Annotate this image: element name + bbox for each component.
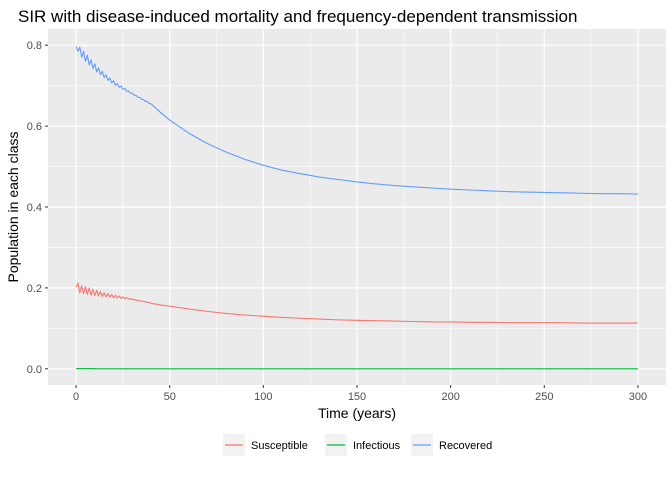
y-tick-label: 0.2 bbox=[27, 283, 42, 295]
series-line-recovered bbox=[75, 46, 638, 195]
x-tick-label: 100 bbox=[254, 391, 272, 403]
y-tick-label: 0.4 bbox=[27, 202, 42, 214]
legend-item-susceptible: Susceptible bbox=[223, 434, 308, 456]
legend-item-infectious: Infectious bbox=[325, 434, 401, 456]
x-axis-title: Time (years) bbox=[318, 405, 396, 421]
x-tick-label: 150 bbox=[348, 391, 366, 403]
series-lines bbox=[75, 46, 638, 370]
x-tick-label: 300 bbox=[629, 391, 647, 403]
x-tick-label: 0 bbox=[73, 391, 79, 403]
y-tick-label: 0.8 bbox=[27, 40, 42, 52]
y-axis-title: Population in each class bbox=[5, 132, 21, 283]
x-tick-label: 200 bbox=[441, 391, 459, 403]
series-line-susceptible bbox=[75, 282, 638, 324]
legend-item-recovered: Recovered bbox=[411, 434, 492, 456]
legend: Susceptible Infectious Recovered bbox=[223, 434, 492, 456]
y-tick-label: 0.0 bbox=[27, 364, 42, 376]
x-tick-label: 250 bbox=[535, 391, 553, 403]
axis-ticks bbox=[45, 44, 639, 388]
tick-labels: 0 50 100 150 200 250 300 0.0 0.2 0.4 0.6 0.8 bbox=[27, 40, 647, 403]
legend-label: Infectious bbox=[353, 440, 401, 452]
legend-label: Susceptible bbox=[251, 440, 308, 452]
chart-title: SIR with disease-induced mortality and f… bbox=[18, 7, 577, 26]
legend-label: Recovered bbox=[439, 440, 492, 452]
x-tick-label: 50 bbox=[164, 391, 176, 403]
y-tick-label: 0.6 bbox=[27, 121, 42, 133]
